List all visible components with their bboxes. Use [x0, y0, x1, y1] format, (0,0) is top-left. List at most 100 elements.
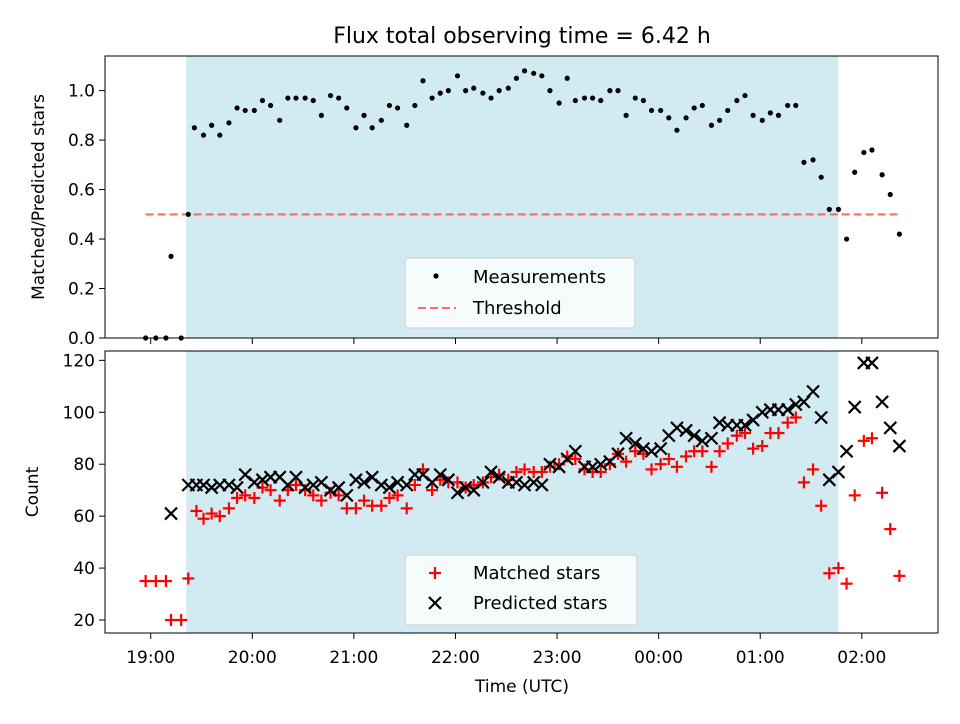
matched-star-point — [510, 466, 523, 479]
matched-star-point — [518, 463, 531, 476]
predicted-star-point — [712, 415, 727, 430]
predicted-star-point — [814, 410, 828, 425]
matched-star-point — [713, 445, 726, 458]
measurement-point — [369, 125, 375, 131]
measurement-point — [454, 73, 461, 79]
measurement-point — [716, 117, 723, 123]
measurement-point — [826, 206, 832, 212]
measurement-point — [361, 112, 367, 118]
predicted-star-point — [204, 480, 219, 495]
measurement-point — [564, 75, 570, 81]
legend-marker-predicted — [428, 596, 442, 610]
matched-star-point — [807, 463, 820, 476]
matched-star-point — [197, 512, 210, 525]
measurement-point — [767, 110, 773, 116]
matched-star-point — [747, 442, 760, 455]
matched-star-point — [273, 494, 286, 507]
predicted-star-point — [619, 431, 633, 446]
legend-marker-measurements — [433, 273, 439, 279]
predicted-star-point — [806, 384, 820, 399]
matched-star-point — [645, 463, 658, 476]
predicted-star-point — [611, 447, 625, 461]
predicted-star-point — [196, 478, 211, 492]
matched-star-point — [231, 491, 244, 504]
x-tick-label: 00:00 — [634, 648, 683, 668]
predicted-star-point — [653, 441, 668, 456]
x-tick-label: 19:00 — [126, 648, 175, 668]
measurement-point — [615, 88, 621, 94]
predicted-star-point — [382, 480, 397, 495]
predicted-star-point — [847, 400, 862, 414]
predicted-star-point — [535, 478, 549, 492]
predicted-star-point — [399, 478, 414, 492]
measurement-point — [394, 105, 401, 111]
measurement-point — [759, 117, 765, 123]
measurement-point — [539, 73, 545, 79]
x-tick-label: 02:00 — [837, 648, 886, 668]
x-tick-label: 20:00 — [228, 648, 277, 668]
predicted-star-point — [222, 478, 236, 492]
predicted-star-point — [892, 439, 907, 453]
matched-star-point — [358, 494, 371, 507]
predicted-star-point — [526, 475, 541, 490]
measurement-point — [852, 169, 858, 175]
predicted-star-point — [323, 483, 338, 497]
measurement-point — [708, 122, 715, 128]
measurement-point — [879, 172, 885, 178]
matched-star-point — [239, 489, 252, 502]
y-axis-label-top: Matched/Predicted stars — [29, 94, 49, 300]
matched-star-point — [857, 434, 870, 447]
measurement-point — [420, 78, 426, 84]
measurement-point — [302, 95, 308, 101]
predicted-star-point — [883, 421, 898, 435]
measurement-point — [480, 90, 486, 96]
predicted-star-point — [476, 475, 490, 490]
y-tick-label: 80 — [73, 455, 95, 475]
y-axis-label-bottom: Count — [23, 466, 43, 517]
measurement-point — [607, 88, 613, 94]
predicted-star-point — [755, 405, 770, 420]
measurement-point — [471, 85, 477, 91]
measurement-point — [674, 127, 680, 133]
measurement-point — [818, 174, 824, 180]
predicted-star-point — [255, 473, 270, 487]
matched-star-point — [721, 437, 734, 450]
matched-star-point — [408, 478, 421, 491]
matched-star-point — [139, 575, 152, 588]
predicted-stars-series — [164, 356, 907, 521]
measurement-point — [734, 97, 740, 104]
legend-label-predicted: Predicted stars — [473, 593, 607, 614]
y-tick-label: 0.4 — [68, 230, 95, 250]
predicted-star-point — [298, 480, 312, 495]
matched-star-point — [426, 484, 439, 497]
predicted-star-point — [484, 465, 498, 479]
measurement-point — [168, 253, 174, 259]
measurement-point — [217, 132, 223, 138]
matched-star-point — [781, 416, 794, 429]
matched-star-point — [797, 476, 810, 489]
measurement-point — [547, 88, 553, 94]
matched-star-point — [815, 499, 828, 512]
predicted-star-point — [509, 475, 524, 490]
matched-star-point — [789, 411, 802, 424]
measurement-point — [488, 95, 494, 101]
predicted-star-point — [738, 418, 752, 433]
matched-star-point — [535, 466, 548, 479]
y-tick-label: 0.0 — [68, 329, 95, 349]
measurement-point — [191, 125, 197, 131]
matched-star-point — [190, 504, 203, 517]
y-tick-label: 120 — [63, 351, 95, 371]
predicted-star-point — [339, 488, 354, 503]
matched-star-point — [696, 445, 709, 458]
matched-star-point — [175, 614, 188, 627]
measurement-point — [336, 95, 342, 101]
matched-star-point — [569, 453, 582, 466]
matched-star-point — [738, 427, 751, 440]
matched-star-point — [289, 478, 302, 491]
measurement-point — [353, 125, 359, 131]
measurement-point — [209, 122, 215, 128]
matched-star-point — [391, 489, 404, 502]
measurement-point — [386, 102, 393, 109]
measurement-point — [226, 120, 232, 126]
